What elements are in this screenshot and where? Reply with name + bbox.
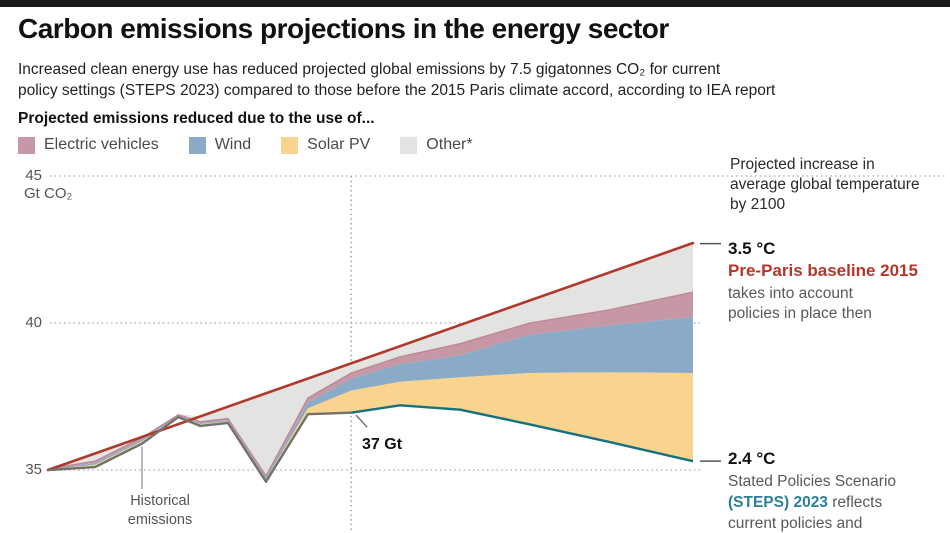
- other-swatch-icon: [400, 136, 418, 154]
- legend-label: Wind: [214, 136, 252, 153]
- current-value-label: 37 Gt: [362, 436, 403, 453]
- steps-description-text: current policies and: [728, 515, 863, 532]
- steps-scenario-description: Stated Policies Scenario (STEPS) 2023 re…: [728, 471, 938, 533]
- pre-paris-baseline-line: [46, 241, 695, 472]
- pre-paris-baseline-description: takes into account policies in place the…: [728, 285, 872, 322]
- pre-paris-baseline-label: Pre-Paris baseline 2015: [728, 261, 918, 280]
- temp-3-5c-label: 3.5 °C: [728, 239, 776, 258]
- chart-kicker: Projected emissions reduced due to the u…: [18, 110, 375, 127]
- top-border-bar: [0, 0, 950, 7]
- legend: Electric vehicles Wind Solar PV Other*: [18, 136, 503, 154]
- y-axis-unit: Gt CO₂: [24, 185, 73, 202]
- wind-swatch-icon: [188, 136, 206, 154]
- temperature-intro-label: Projected increase in average global tem…: [730, 156, 920, 213]
- historical-emissions-label: Historical emissions: [127, 493, 193, 528]
- temp-2-4c-label: 2.4 °C: [728, 449, 776, 468]
- y-axis-tick-45: 45: [25, 167, 42, 184]
- current-value-leader-line: [355, 414, 368, 428]
- band-other: [48, 243, 693, 476]
- steps-2023-line: [350, 404, 694, 463]
- legend-item-electric-vehicles: Electric vehicles: [18, 136, 159, 154]
- legend-item-other: Other*: [400, 136, 473, 154]
- steps-description-prefix: Stated Policies Scenario: [728, 473, 897, 490]
- band-electric_vehicles: [48, 292, 693, 478]
- y-axis-tick-40: 40: [25, 314, 42, 331]
- page-title: Carbon emissions projections in the ener…: [18, 13, 669, 44]
- steps-description-reflects: reflects: [827, 494, 883, 511]
- band-wind: [48, 317, 693, 480]
- steps-scenario-name: (STEPS) 2023: [728, 494, 828, 511]
- subtitle: Increased clean energy use has reduced p…: [18, 61, 776, 99]
- legend-item-solar-pv: Solar PV: [281, 136, 370, 154]
- y-axis-tick-35: 35: [25, 461, 42, 478]
- band-solar_pv: [48, 372, 693, 482]
- legend-label: Electric vehicles: [44, 136, 159, 153]
- legend-item-wind: Wind: [188, 136, 252, 154]
- electric-vehicles-swatch-icon: [18, 136, 35, 154]
- historical-emissions-line: [47, 411, 352, 483]
- legend-label: Other*: [426, 136, 473, 153]
- legend-label: Solar PV: [307, 136, 371, 153]
- solar-pv-swatch-icon: [281, 136, 299, 154]
